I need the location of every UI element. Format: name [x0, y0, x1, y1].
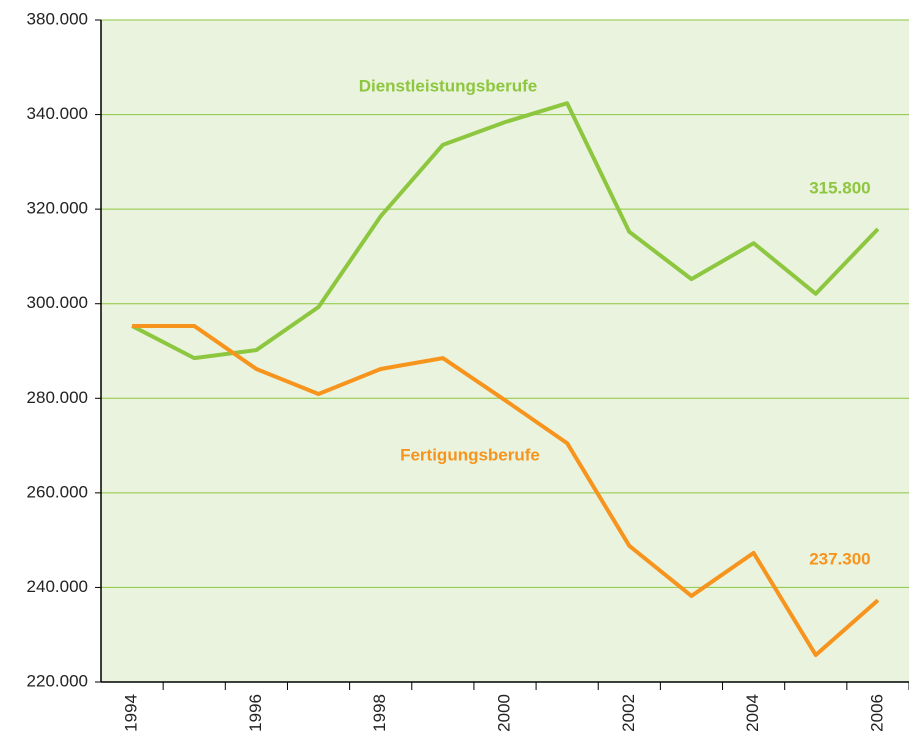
x-tick-label: 2004: [743, 694, 762, 732]
y-tick-label: 380.000: [27, 9, 88, 28]
y-tick-label: 260.000: [27, 482, 88, 501]
x-tick-label: 1998: [370, 694, 389, 732]
x-tick-label: 2002: [619, 694, 638, 732]
value-label: 237.300: [809, 550, 870, 569]
series-label: Dienstleistungsberufe: [359, 76, 538, 95]
series-label: Fertigungsberufe: [400, 445, 540, 464]
x-tick-label: 2006: [867, 694, 886, 732]
series-line: [132, 323, 880, 658]
y-tick-label: 320.000: [27, 199, 88, 218]
value-label: 315.800: [809, 178, 870, 197]
x-tick-label: 1996: [246, 694, 265, 732]
y-tick-label: 220.000: [27, 671, 88, 690]
y-tick-label: 280.000: [27, 388, 88, 407]
y-tick-label: 300.000: [27, 293, 88, 312]
y-tick-label: 340.000: [27, 104, 88, 123]
x-tick-label: 1994: [122, 694, 141, 732]
series-line: [131, 101, 880, 361]
y-tick-label: 240.000: [27, 577, 88, 596]
x-tick-label: 2000: [494, 694, 513, 732]
plot-background: [101, 20, 909, 682]
